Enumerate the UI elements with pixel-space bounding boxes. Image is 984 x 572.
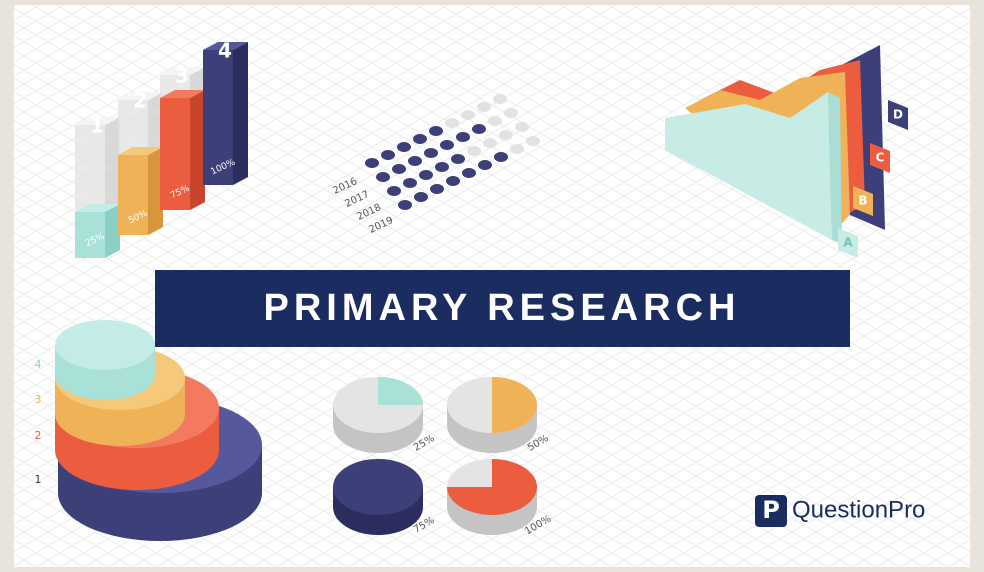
bar-number: 1 [90,114,104,138]
layer-mint [665,92,832,240]
logo-text: QuestionPro [792,496,925,523]
bar-number: 4 [218,39,232,63]
timeline-dot [488,116,502,126]
timeline-dot [397,142,411,152]
timeline-dot [413,134,427,144]
bar-number: 3 [175,64,189,88]
timeline-dot [478,160,492,170]
disc-label: 3 [35,393,42,406]
timeline-dot [365,158,379,168]
timeline-dot [494,152,508,162]
timeline-dot [376,172,390,182]
bar-front [203,50,233,185]
pie-slice [378,377,423,405]
timeline-dot [446,176,460,186]
bar-top [75,117,120,125]
logo-icon [755,495,787,527]
layer-letter: D [893,108,903,122]
timeline-dot [424,148,438,158]
layer-tab [888,100,908,130]
timeline-dot [429,126,443,136]
bar-top [75,204,120,212]
timeline-dot [414,192,428,202]
pie-slice [447,459,537,515]
layer-tab [870,143,890,173]
timeline-dot [472,124,486,134]
layer-letter: A [843,236,853,250]
disc-label: 4 [35,358,42,371]
bar-side [190,90,205,210]
timeline-dot [461,110,475,120]
timeline-dot [483,138,497,148]
timeline-dot [381,150,395,160]
banner [155,270,850,347]
timeline-dot [451,154,465,164]
timeline-dot [387,186,401,196]
disc-top [55,320,155,370]
layer-mint-edge [828,92,842,244]
timeline-dot [467,146,481,156]
timeline-dot [456,132,470,142]
pie-base [333,459,423,515]
layer-letter: C [876,151,885,165]
bar-top [160,90,205,98]
bar-top [118,147,163,155]
timeline-dot [392,164,406,174]
timeline-dot [398,200,412,210]
logo-p: P [762,496,780,524]
bar-side [233,42,248,185]
banner-title: PRIMARY RESEARCH [264,287,741,329]
timeline-dot [445,118,459,128]
timeline-dot [462,168,476,178]
bar-front [160,98,190,210]
bar-top [160,67,205,75]
timeline-dot [408,156,422,166]
bar-side [148,147,163,235]
timeline-dot [435,162,449,172]
bar-front [75,212,105,258]
bar-top [118,92,163,100]
timeline-dot [430,184,444,194]
disc-label: 2 [35,429,42,442]
timeline-dot [477,102,491,112]
timeline-dot [493,94,507,104]
timeline-dot [515,122,529,132]
timeline-dot [419,170,433,180]
pie-slice [492,377,537,433]
layer-letter: B [858,194,867,208]
layer-tab [853,186,873,216]
disc-label: 1 [35,473,42,486]
bar-top [203,42,248,50]
timeline-dot [510,144,524,154]
bar-front [118,155,148,235]
timeline-dot [403,178,417,188]
layer-tab [838,228,858,258]
timeline-dot [499,130,513,140]
bar-number: 2 [133,89,147,113]
timeline-dot [504,108,518,118]
bar-side [105,204,120,258]
timeline-dot [526,136,540,146]
timeline-dot [440,140,454,150]
